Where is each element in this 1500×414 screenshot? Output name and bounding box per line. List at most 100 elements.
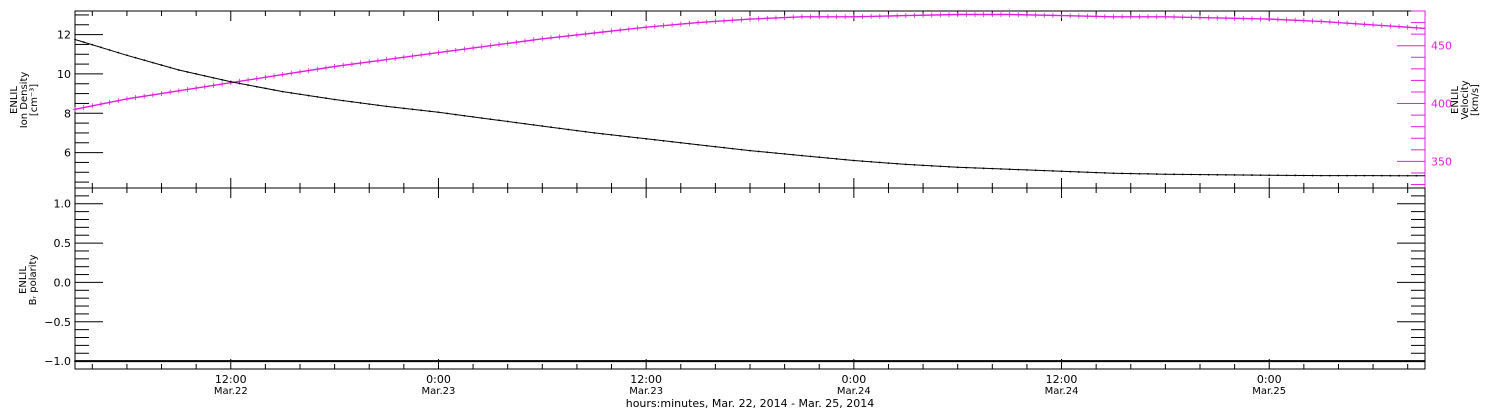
velocity-marker: [1379, 22, 1384, 28]
density-marker: [982, 167, 985, 170]
density-marker: [1406, 174, 1409, 177]
polarity-marker: [558, 360, 561, 363]
polarity-marker: [1008, 360, 1011, 363]
density-marker: [368, 103, 371, 105]
polarity-marker: [679, 360, 682, 363]
velocity-marker: [81, 105, 86, 111]
velocity-marker: [609, 28, 614, 34]
density-marker: [1112, 172, 1115, 175]
polarity-marker: [437, 360, 440, 363]
density-marker: [524, 122, 526, 125]
density-marker: [1043, 169, 1046, 172]
density-marker: [74, 38, 76, 41]
polarity-marker: [991, 360, 994, 363]
polarity-marker: [714, 360, 717, 363]
polarity-y-tick-label: 1.0: [54, 198, 72, 211]
density-marker: [1173, 173, 1175, 176]
density-marker: [1164, 173, 1167, 176]
velocity-marker: [280, 72, 285, 78]
polarity-marker: [593, 360, 596, 363]
x-tick-label-date: Mar.23: [629, 386, 663, 397]
density-marker: [100, 46, 102, 49]
density-y-tick-label: 12: [57, 29, 71, 42]
polarity-marker: [1415, 360, 1418, 363]
velocity-marker: [1345, 20, 1350, 26]
velocity-marker: [903, 13, 908, 19]
velocity-marker: [825, 14, 830, 20]
velocity-marker: [124, 96, 129, 102]
density-marker: [1008, 168, 1011, 171]
velocity-marker: [1215, 15, 1220, 21]
density-marker: [1311, 174, 1314, 177]
density-marker: [792, 153, 795, 156]
velocity-marker: [912, 12, 917, 18]
density-marker: [1415, 174, 1418, 177]
velocity-marker: [955, 11, 960, 17]
density-marker: [480, 117, 483, 119]
density-marker: [1216, 173, 1219, 176]
density-marker: [861, 160, 864, 163]
velocity-marker: [1206, 15, 1211, 21]
velocity-marker: [427, 51, 432, 57]
velocity-marker: [479, 44, 484, 50]
density-marker: [376, 104, 379, 107]
density-marker: [203, 75, 206, 77]
velocity-marker: [401, 54, 406, 60]
density-marker: [757, 150, 760, 153]
velocity-marker: [133, 95, 138, 101]
density-marker: [1138, 172, 1141, 175]
density-marker: [593, 132, 596, 134]
velocity-marker: [548, 35, 553, 41]
velocity-marker: [947, 12, 952, 18]
polarity-marker: [550, 360, 552, 363]
velocity-marker: [1397, 24, 1402, 30]
density-marker: [1259, 174, 1262, 177]
density-marker: [1000, 168, 1002, 170]
density-marker: [1363, 174, 1366, 177]
density-marker: [601, 133, 604, 135]
x-tick-label-time: 0:00: [426, 373, 451, 386]
density-marker: [749, 149, 751, 152]
polarity-marker: [601, 360, 604, 363]
density-marker: [723, 146, 725, 149]
polarity-marker: [264, 360, 267, 363]
density-marker: [1268, 174, 1271, 177]
polarity-marker: [887, 360, 890, 363]
velocity-marker: [1068, 13, 1073, 19]
density-marker: [325, 97, 327, 100]
axis-ticks: [75, 10, 1426, 370]
velocity-marker: [445, 48, 450, 54]
polarity-marker: [688, 360, 691, 363]
polarity-marker: [117, 360, 120, 363]
density-marker: [454, 113, 457, 116]
velocity-marker: [592, 30, 597, 36]
density-marker: [584, 130, 587, 133]
velocity-axis-title-line: Velocity: [1460, 80, 1471, 119]
velocity-marker: [332, 64, 337, 70]
polarity-marker: [91, 360, 94, 363]
polarity-marker: [273, 360, 275, 363]
velocity-marker: [393, 55, 398, 61]
density-marker: [939, 165, 942, 168]
velocity-marker: [375, 58, 380, 64]
velocity-marker: [1327, 19, 1332, 25]
axis-titles: ENLIL Ion Density [cm⁻³]ENLIL Bᵣ polarityEN…: [9, 72, 1481, 306]
polarity-marker: [1398, 360, 1400, 363]
density-marker: [826, 157, 829, 159]
velocity-marker: [661, 23, 666, 29]
velocity-marker: [696, 20, 701, 26]
density-marker: [1034, 169, 1037, 172]
polarity-marker: [1086, 360, 1089, 363]
x-tick-label-time: 0:00: [1257, 373, 1282, 386]
density-marker: [229, 80, 232, 83]
velocity-marker: [644, 24, 649, 30]
velocity-marker: [1223, 15, 1228, 21]
polarity-marker: [1181, 360, 1184, 363]
velocity-marker: [1310, 18, 1315, 24]
density-marker: [801, 154, 803, 157]
density-marker: [1354, 174, 1357, 177]
velocity-marker: [1111, 14, 1116, 20]
velocity-marker: [886, 13, 891, 19]
density-marker: [1077, 171, 1080, 173]
polarity-marker: [74, 360, 76, 363]
